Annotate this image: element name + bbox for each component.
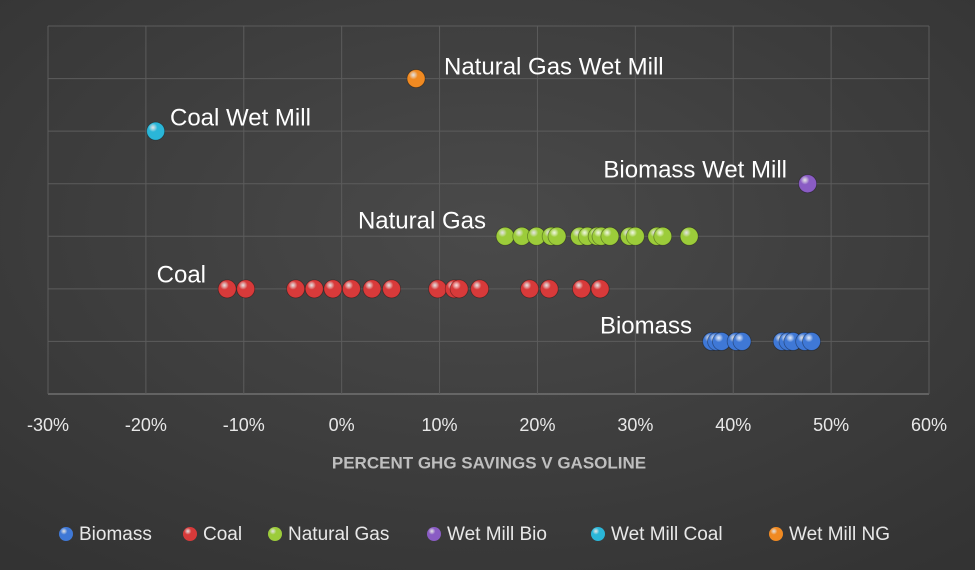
point: [382, 279, 401, 299]
point: [600, 226, 620, 246]
point: [572, 279, 591, 299]
point: [146, 121, 166, 141]
annotation: Coal Wet Mill: [170, 104, 311, 131]
legend-label: Wet Mill Coal: [611, 524, 723, 545]
point: [732, 332, 752, 351]
legend-item: Coal: [183, 524, 242, 545]
point: [798, 174, 818, 194]
point: [547, 226, 567, 246]
point: [625, 226, 645, 246]
annotation: Coal: [157, 261, 206, 288]
legend-item: Wet Mill Coal: [591, 524, 723, 545]
x-tick-label: 60%: [911, 415, 947, 435]
legend-label: Wet Mill NG: [789, 524, 890, 545]
legend-item: Wet Mill NG: [769, 524, 890, 545]
point: [653, 226, 673, 246]
point: [449, 279, 469, 299]
legend-label: Coal: [203, 524, 242, 545]
point: [495, 226, 515, 246]
x-tick-label: 20%: [519, 415, 555, 435]
point: [323, 279, 343, 299]
point: [590, 279, 610, 299]
point: [304, 279, 324, 299]
x-tick-label: 0%: [329, 415, 355, 435]
point: [362, 279, 382, 299]
point: [217, 279, 237, 299]
x-tick-label: -10%: [223, 415, 265, 435]
legend-label: Biomass: [79, 524, 152, 545]
point: [406, 69, 426, 88]
legend-marker: [59, 527, 73, 541]
point: [802, 332, 821, 351]
x-tick-label: 50%: [813, 415, 849, 435]
point: [236, 279, 256, 299]
annotation: Natural Gas: [358, 207, 486, 234]
legend-item: Biomass: [59, 524, 152, 545]
annotation: Biomass Wet Mill: [603, 156, 787, 183]
x-tick-label: 30%: [617, 415, 653, 435]
x-tick-label: -30%: [27, 415, 69, 435]
point: [342, 279, 361, 299]
x-tick-label: 40%: [715, 415, 751, 435]
legend-label: Wet Mill Bio: [447, 524, 547, 545]
annotation: Biomass: [600, 312, 692, 339]
legend-marker: [769, 527, 783, 541]
annotation: Natural Gas Wet Mill: [444, 53, 664, 80]
x-tick-label: -20%: [125, 415, 167, 435]
legend-marker: [268, 527, 282, 541]
x-axis-title: PERCENT GHG SAVINGS V GASOLINE: [332, 453, 646, 472]
legend-marker: [427, 527, 441, 541]
point: [679, 226, 699, 246]
point: [520, 279, 540, 299]
x-tick-label: 10%: [422, 415, 458, 435]
point: [539, 279, 559, 299]
point: [428, 279, 447, 299]
legend-item: Natural Gas: [268, 524, 389, 545]
legend-label: Natural Gas: [288, 524, 389, 545]
point: [470, 279, 490, 299]
legend-marker: [591, 527, 605, 541]
point: [286, 279, 306, 299]
legend-marker: [183, 527, 197, 541]
legend-item: Wet Mill Bio: [427, 524, 547, 545]
